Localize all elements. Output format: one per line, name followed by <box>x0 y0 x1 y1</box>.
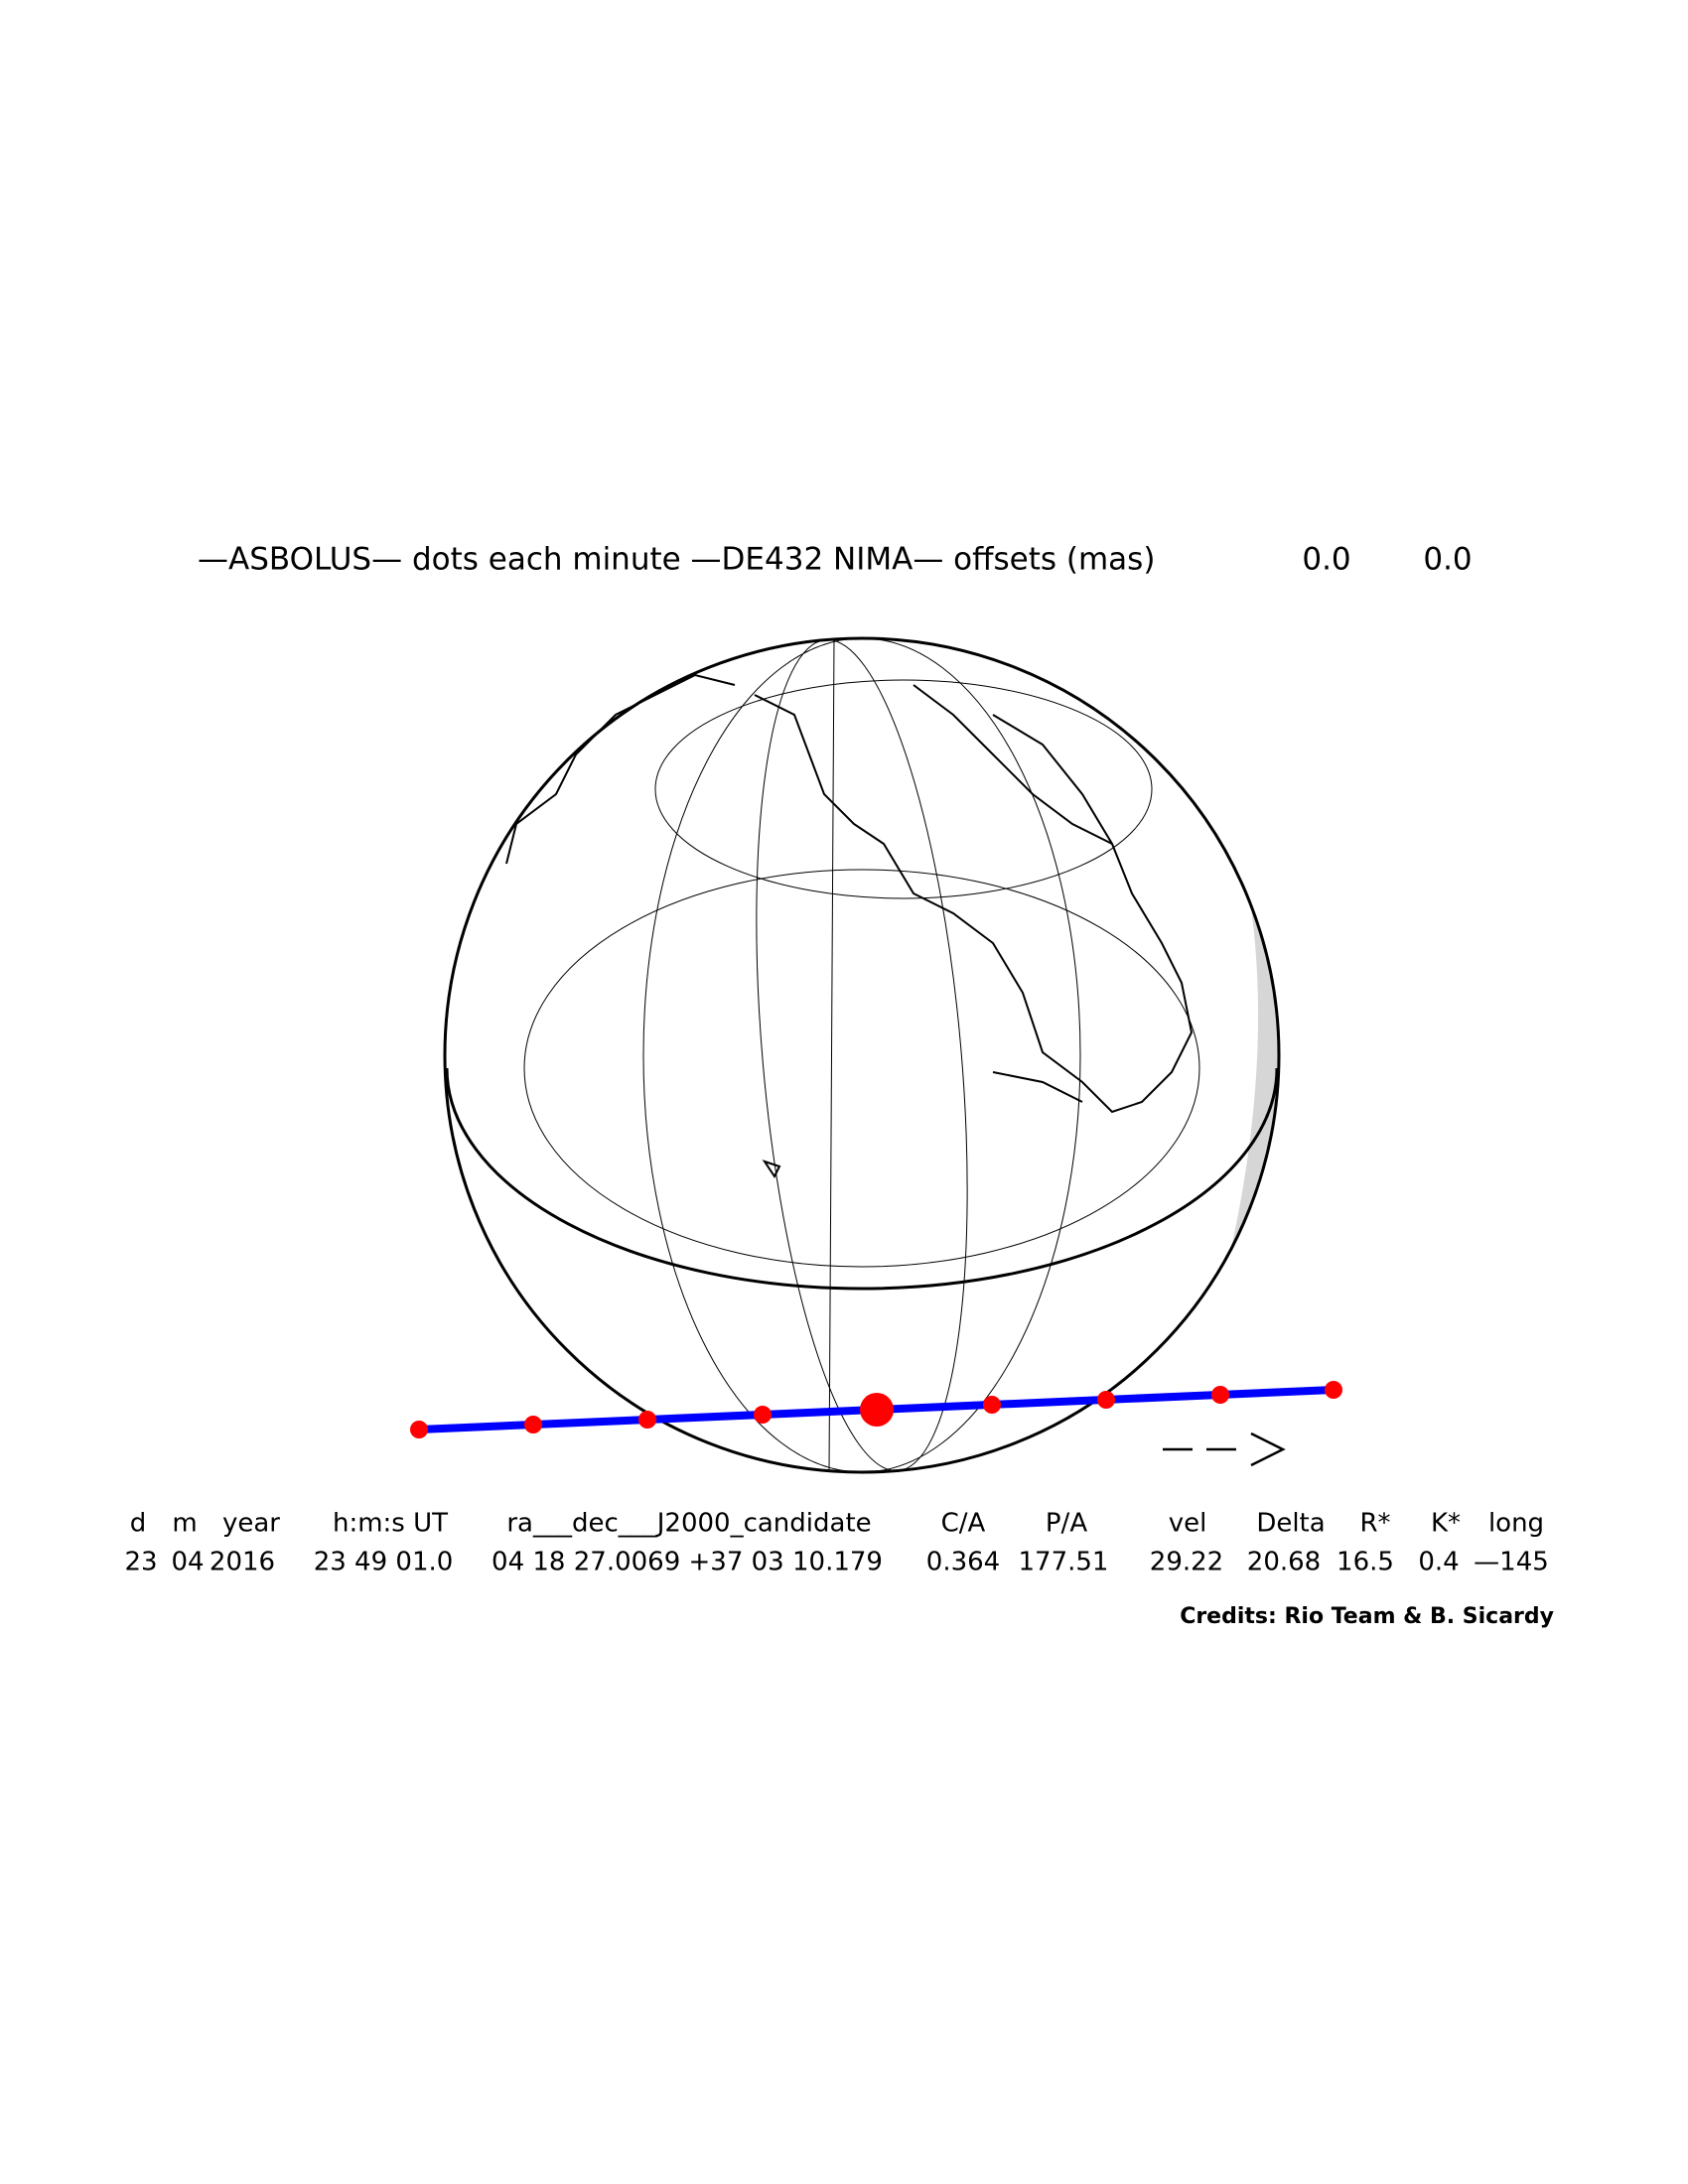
graticule <box>523 638 1200 1472</box>
minute-dots <box>410 1381 1342 1438</box>
direction-arrow <box>1163 1432 1286 1467</box>
column-header: long <box>1488 1509 1544 1539</box>
night-shade <box>804 638 1279 1430</box>
column-header: year <box>222 1509 280 1539</box>
column-header: Delta <box>1256 1509 1325 1539</box>
column-header: P/A <box>1046 1509 1087 1539</box>
table-cell: 29.22 <box>1150 1548 1223 1577</box>
globe-outline <box>443 636 1281 1474</box>
table-cell: 04 <box>171 1548 204 1577</box>
equator <box>445 1067 1279 1291</box>
credits: Credits: Rio Team & B. Sicardy <box>1180 1604 1554 1629</box>
column-header: vel <box>1169 1509 1207 1539</box>
track <box>410 1381 1342 1467</box>
table-cell: —145 <box>1474 1548 1549 1577</box>
globe <box>443 636 1281 1474</box>
column-header: R* <box>1359 1509 1390 1539</box>
column-header: h:m:s UT <box>333 1509 448 1539</box>
column-header: K* <box>1431 1509 1461 1539</box>
offset: 0.0 <box>1302 542 1350 578</box>
column-header: ra___dec___J2000_candidate <box>506 1509 871 1539</box>
column-header: C/A <box>941 1509 986 1539</box>
column-header: d <box>130 1509 147 1539</box>
column-header: m <box>172 1509 197 1539</box>
table-cell: 04 18 27.0069 +37 03 10.179 <box>492 1548 883 1577</box>
table-cell: 0.4 <box>1418 1548 1459 1577</box>
table-cell: 20.68 <box>1247 1548 1321 1577</box>
table-cell: 23 <box>124 1548 157 1577</box>
table-cell: 23 49 01.0 <box>314 1548 454 1577</box>
table-cell: 2016 <box>210 1548 275 1577</box>
table-cell: 16.5 <box>1336 1548 1394 1577</box>
offset: 0.0 <box>1423 542 1472 578</box>
map-title: —ASBOLUS— dots each minute —DE432 NIMA— … <box>198 542 1155 578</box>
table-cell: 177.51 <box>1019 1548 1109 1577</box>
table-cell: 0.364 <box>926 1548 1000 1577</box>
